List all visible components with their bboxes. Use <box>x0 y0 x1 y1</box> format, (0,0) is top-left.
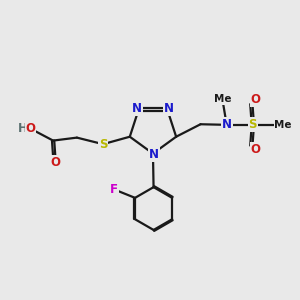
Text: N: N <box>164 102 174 116</box>
Text: S: S <box>99 138 107 151</box>
Text: O: O <box>26 122 35 135</box>
Text: O: O <box>250 93 260 106</box>
Text: N: N <box>222 118 232 131</box>
Text: O: O <box>50 156 60 169</box>
Text: Me: Me <box>274 120 292 130</box>
Text: O: O <box>250 143 260 156</box>
Text: S: S <box>249 118 257 131</box>
Text: H: H <box>18 122 28 135</box>
Text: Me: Me <box>214 94 232 104</box>
Text: N: N <box>148 148 159 161</box>
Text: N: N <box>132 102 142 116</box>
Text: F: F <box>110 183 118 196</box>
